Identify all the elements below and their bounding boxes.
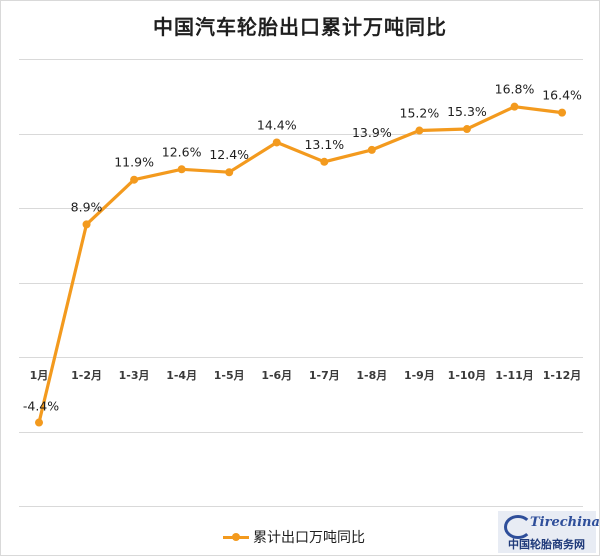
- data-label: 15.3%: [447, 104, 487, 119]
- data-label: 16.4%: [542, 88, 582, 103]
- data-label: 8.9%: [71, 199, 103, 214]
- legend-line-marker-icon: [223, 531, 249, 543]
- data-label: 11.9%: [114, 155, 154, 170]
- x-tick-label: 1-7月: [309, 369, 340, 382]
- data-point: [177, 165, 186, 174]
- x-tick-label: 1-5月: [214, 369, 245, 382]
- x-tick-label: 1-8月: [356, 369, 387, 382]
- data-point: [367, 145, 376, 154]
- data-point: [558, 108, 567, 117]
- data-point: [415, 126, 424, 135]
- logo-wordmark: Tirechina.net: [530, 515, 600, 530]
- tirechina-logo: Tirechina.net 中国轮胎商务网: [498, 511, 600, 553]
- data-label: 13.9%: [352, 125, 392, 140]
- data-point: [272, 138, 281, 147]
- data-label: -4.4%: [23, 399, 59, 414]
- x-tick-label: 1-12月: [543, 369, 582, 382]
- chart-legend: 累计出口万吨同比: [223, 527, 365, 547]
- x-tick-label: 1-2月: [71, 369, 102, 382]
- logo-ring-icon: [504, 515, 532, 539]
- data-point: [35, 418, 43, 427]
- x-tick-label: 1-10月: [448, 369, 487, 382]
- x-tick-label: 1月: [30, 369, 49, 382]
- data-point: [510, 102, 519, 111]
- data-point: [82, 220, 91, 229]
- data-label: 15.2%: [400, 106, 440, 121]
- data-point: [130, 175, 139, 184]
- data-label: 16.8%: [495, 82, 535, 97]
- logo-caption: 中国轮胎商务网: [508, 538, 585, 551]
- data-point: [462, 125, 471, 134]
- x-tick-label: 1-11月: [495, 369, 534, 382]
- data-label: 14.4%: [257, 117, 297, 132]
- x-tick-label: 1-9月: [404, 369, 435, 382]
- data-point: [320, 157, 329, 166]
- x-tick-label: 1-6月: [261, 369, 292, 382]
- data-label: 13.1%: [304, 137, 344, 152]
- x-tick-label: 1-3月: [119, 369, 150, 382]
- data-label: 12.6%: [162, 144, 202, 159]
- chart-title: 中国汽车轮胎出口累计万吨同比: [153, 15, 447, 39]
- data-label: 12.4%: [209, 147, 249, 162]
- x-tick-label: 1-4月: [166, 369, 197, 382]
- legend-series-label: 累计出口万吨同比: [253, 530, 365, 546]
- data-point: [225, 168, 234, 177]
- series-line: [37, 105, 564, 425]
